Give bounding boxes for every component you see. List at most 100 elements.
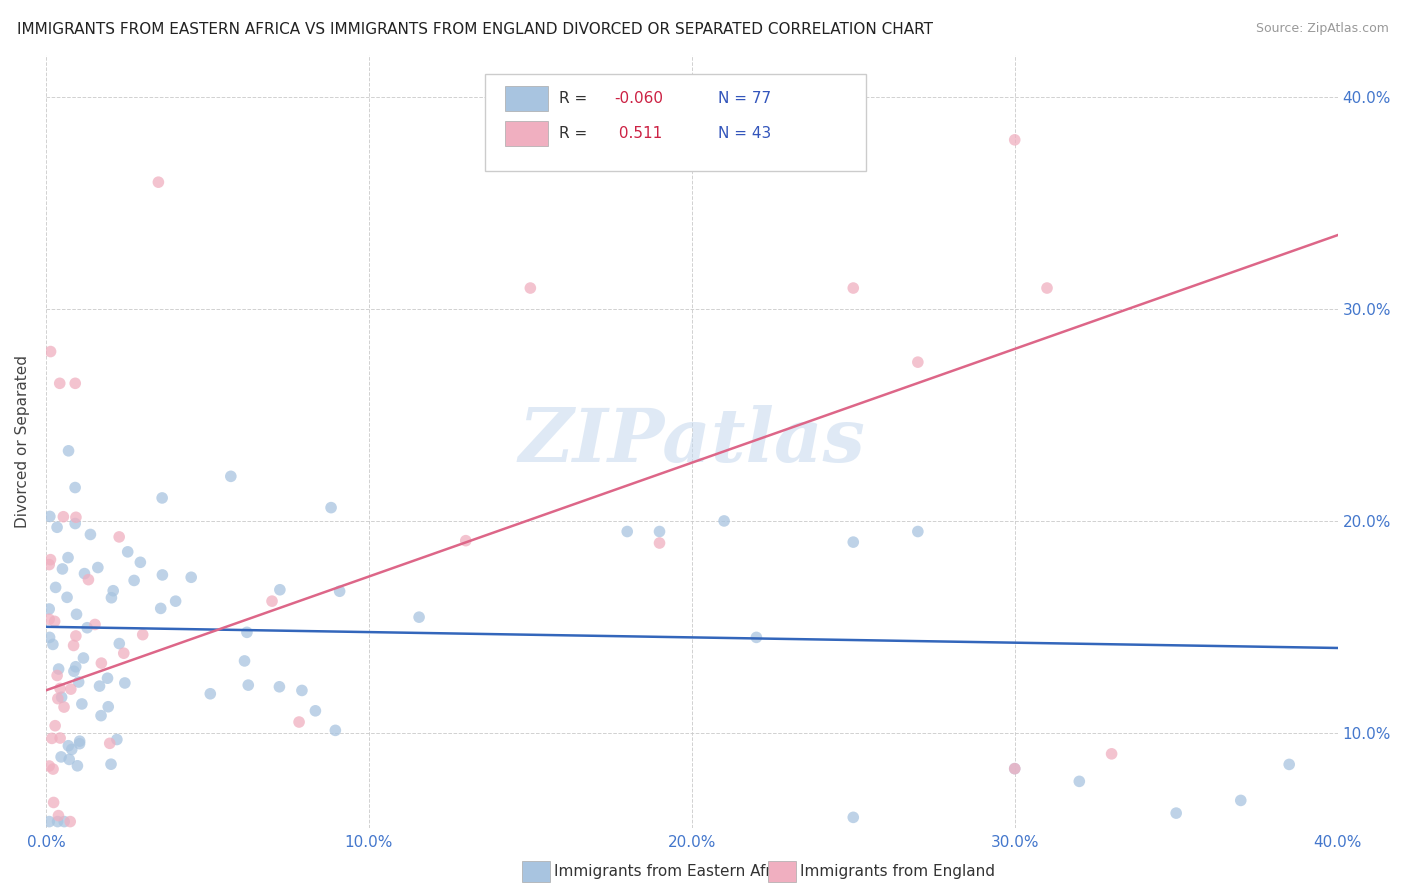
Point	[291, 683, 314, 698]
Point	[63, 481, 86, 495]
Point	[41, 731, 63, 746]
Point	[269, 582, 291, 597]
Text: Immigrants from Eastern Africa: Immigrants from Eastern Africa	[554, 864, 794, 879]
Point	[1036, 281, 1059, 295]
Point	[713, 514, 735, 528]
Point	[108, 530, 131, 544]
Point	[38, 612, 60, 626]
Point	[1278, 757, 1301, 772]
Point	[51, 690, 73, 705]
Point	[49, 731, 72, 745]
Point	[87, 560, 110, 574]
Point	[38, 509, 60, 524]
Y-axis label: Divorced or Separated: Divorced or Separated	[15, 355, 30, 528]
Point	[65, 629, 87, 643]
Point	[122, 574, 145, 588]
Point	[842, 810, 865, 824]
Point	[46, 691, 69, 706]
Point	[1069, 774, 1091, 789]
Point	[96, 671, 118, 685]
Point	[52, 509, 75, 524]
Point	[65, 659, 87, 673]
Point	[53, 700, 76, 714]
Point	[62, 639, 84, 653]
Point	[148, 175, 170, 189]
Point	[59, 682, 82, 697]
Text: IMMIGRANTS FROM EASTERN AFRICA VS IMMIGRANTS FROM ENGLAND DIVORCED OR SEPARATED : IMMIGRANTS FROM EASTERN AFRICA VS IMMIGR…	[17, 22, 932, 37]
Point	[49, 681, 72, 696]
Point	[84, 617, 107, 632]
Point	[132, 627, 155, 641]
Point	[56, 591, 79, 605]
Point	[304, 704, 326, 718]
Point	[180, 570, 202, 584]
Point	[72, 651, 94, 665]
Point	[1166, 806, 1188, 821]
Point	[325, 723, 347, 738]
Point	[65, 376, 87, 391]
Point	[1229, 793, 1251, 807]
Point	[42, 637, 65, 651]
Text: N = 43: N = 43	[717, 126, 770, 141]
Point	[48, 808, 70, 822]
Point	[58, 739, 80, 753]
FancyBboxPatch shape	[505, 86, 548, 111]
Text: Source: ZipAtlas.com: Source: ZipAtlas.com	[1256, 22, 1389, 36]
Point	[408, 610, 430, 624]
Point	[38, 602, 60, 616]
Point	[58, 752, 80, 766]
Point	[519, 281, 541, 295]
Point	[42, 762, 65, 776]
Point	[69, 737, 91, 751]
Point	[56, 550, 79, 565]
Point	[149, 601, 172, 615]
Point	[42, 796, 65, 810]
Point	[260, 594, 283, 608]
Point	[49, 750, 72, 764]
Point	[39, 344, 62, 359]
Text: 30.0%: 30.0%	[990, 835, 1039, 850]
Point	[329, 584, 352, 599]
Point	[114, 676, 136, 690]
Point	[319, 500, 342, 515]
Point	[200, 687, 222, 701]
Point	[219, 469, 242, 483]
Point	[38, 814, 60, 829]
FancyBboxPatch shape	[485, 74, 866, 171]
Point	[108, 637, 131, 651]
Point	[60, 742, 83, 756]
Point	[117, 545, 139, 559]
Point	[45, 581, 67, 595]
Point	[46, 814, 69, 829]
Text: 20.0%: 20.0%	[668, 835, 716, 850]
Point	[70, 697, 93, 711]
Point	[112, 646, 135, 660]
Point	[1004, 762, 1026, 776]
Point	[98, 736, 121, 750]
Point	[97, 699, 120, 714]
Text: ZIPatlas: ZIPatlas	[519, 405, 865, 478]
Point	[89, 679, 111, 693]
Point	[238, 678, 260, 692]
Point	[1004, 133, 1026, 147]
Point	[44, 719, 66, 733]
Point	[150, 568, 173, 582]
Point	[233, 654, 256, 668]
Point	[76, 621, 98, 635]
Point	[38, 631, 60, 645]
Point	[46, 668, 69, 682]
Point	[100, 591, 122, 605]
Point	[65, 510, 87, 524]
Point	[165, 594, 187, 608]
Point	[103, 583, 125, 598]
Text: 40.0%: 40.0%	[1313, 835, 1362, 850]
Text: R =: R =	[558, 91, 592, 106]
Point	[269, 680, 291, 694]
Text: R =: R =	[558, 126, 596, 141]
Point	[745, 631, 768, 645]
Text: -0.060: -0.060	[614, 91, 664, 106]
Point	[67, 675, 90, 690]
Point	[648, 536, 671, 550]
Point	[48, 662, 70, 676]
Point	[77, 573, 100, 587]
